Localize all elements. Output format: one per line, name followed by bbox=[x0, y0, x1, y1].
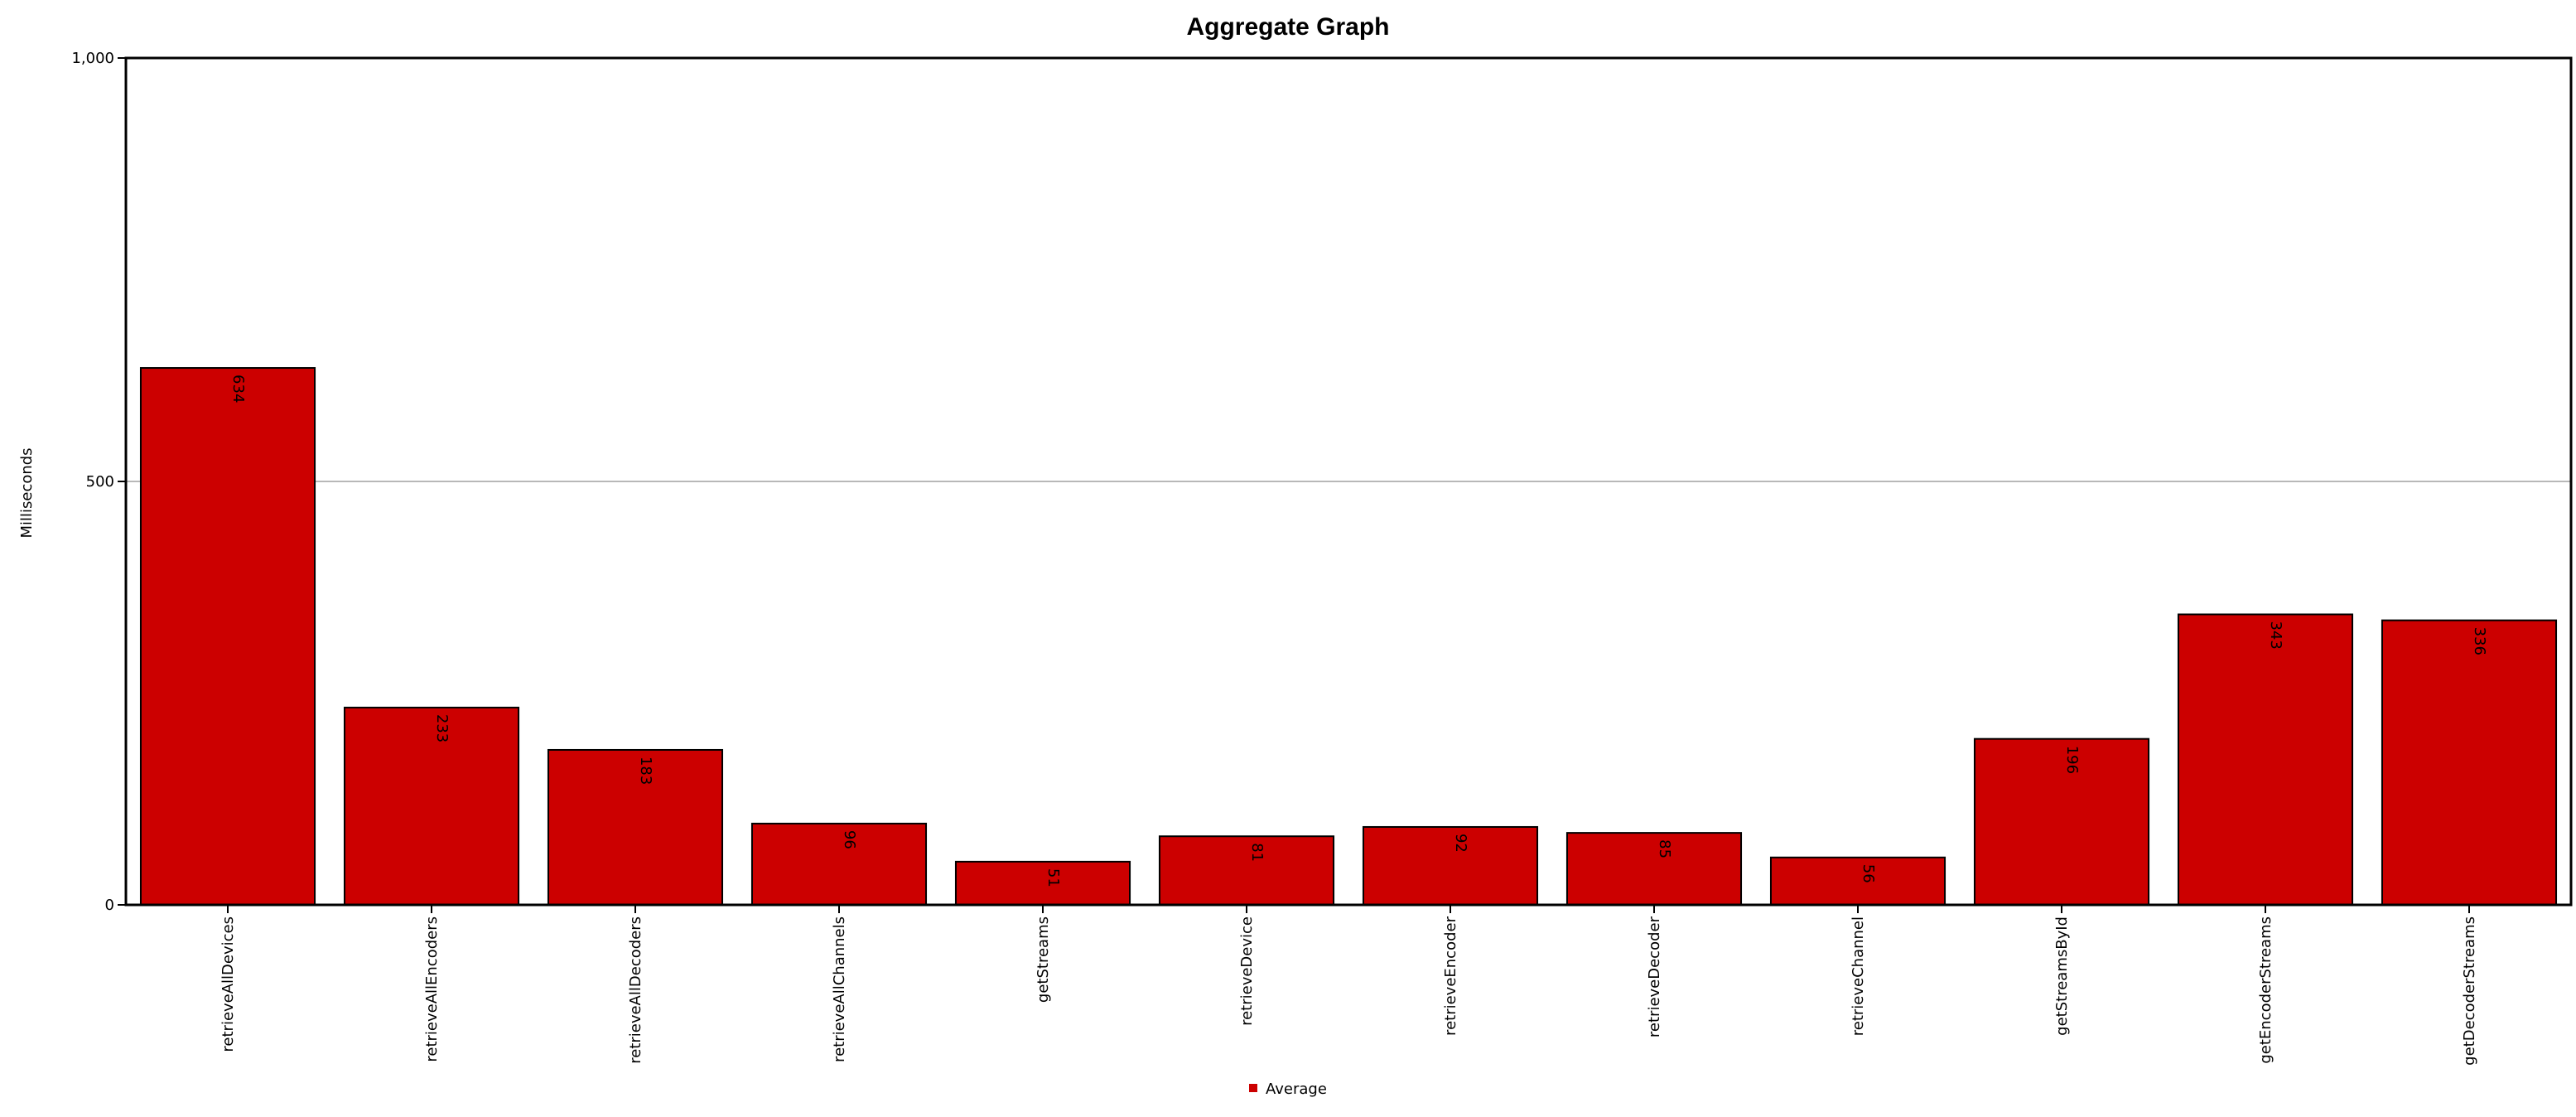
bar-retrieveDecoder bbox=[1565, 832, 1743, 907]
data-label-retrieveDecoder: 85 bbox=[1656, 839, 1673, 858]
category-label-getEncoderStreams: getEncoderStreams bbox=[2257, 916, 2275, 1064]
data-label-retrieveEncoder: 92 bbox=[1452, 834, 1469, 853]
category-label-retrieveDevice: retrieveDevice bbox=[1238, 916, 1256, 1026]
category-label-getStreams: getStreams bbox=[1035, 916, 1052, 1003]
bar-data-labels: 634 233 183 96 51 81 92 85 56 196 343 336 bbox=[229, 375, 2488, 887]
y-tick-label-1000: 1,000 bbox=[71, 50, 114, 67]
category-label-retrieveAllEncoders: retrieveAllEncoders bbox=[423, 916, 441, 1062]
bars bbox=[139, 367, 2558, 907]
bar-getStreams bbox=[954, 860, 1131, 907]
bar-retrieveAllChannels bbox=[750, 822, 928, 906]
x-axis-category-labels: retrieveAllDevices retrieveAllEncoders ret… bbox=[219, 905, 2478, 1066]
bar-retrieveEncoder bbox=[1362, 825, 1539, 907]
bar-retrieveAllEncoders bbox=[343, 706, 520, 907]
category-label-retrieveDecoder: retrieveDecoder bbox=[1646, 916, 1663, 1037]
category-label-retrieveEncoder: retrieveEncoder bbox=[1442, 916, 1459, 1036]
bar-getDecoderStreams bbox=[2381, 619, 2558, 906]
data-label-retrieveDevice: 81 bbox=[1248, 843, 1266, 862]
category-label-getStreamsById: getStreamsById bbox=[2053, 916, 2071, 1036]
bar-getStreamsById bbox=[1973, 737, 2150, 906]
bar-retrieveAllDevices bbox=[139, 367, 316, 906]
y-tick-label-0: 0 bbox=[105, 897, 114, 914]
category-label-retrieveAllDevices: retrieveAllDevices bbox=[219, 916, 237, 1052]
legend: Average bbox=[1249, 1081, 1327, 1098]
bar-retrieveChannel bbox=[1769, 856, 1946, 906]
y-axis-ticks: 0 500 1,000 bbox=[71, 50, 126, 914]
chart-title: Aggregate Graph bbox=[1186, 13, 1389, 41]
category-label-getDecoderStreams: getDecoderStreams bbox=[2461, 916, 2478, 1066]
bar-retrieveAllDecoders bbox=[547, 748, 724, 906]
data-label-retrieveAllDecoders: 183 bbox=[637, 757, 654, 785]
data-label-retrieveAllEncoders: 233 bbox=[433, 714, 451, 742]
data-label-getStreams: 51 bbox=[1044, 868, 1062, 887]
legend-swatch-average bbox=[1249, 1084, 1257, 1092]
y-tick-label-500: 500 bbox=[86, 473, 114, 491]
y-axis-label: Milliseconds bbox=[18, 447, 36, 538]
bar-retrieveDevice bbox=[1158, 835, 1335, 907]
bar-getEncoderStreams bbox=[2177, 613, 2354, 906]
legend-label-average: Average bbox=[1266, 1081, 1327, 1098]
data-label-retrieveChannel: 56 bbox=[1860, 864, 1877, 883]
data-label-getEncoderStreams: 343 bbox=[2267, 621, 2284, 649]
data-label-getStreamsById: 196 bbox=[2063, 746, 2081, 774]
category-label-retrieveChannel: retrieveChannel bbox=[1850, 916, 1867, 1036]
category-label-retrieveAllChannels: retrieveAllChannels bbox=[831, 916, 848, 1062]
category-label-retrieveAllDecoders: retrieveAllDecoders bbox=[627, 916, 644, 1064]
data-label-retrieveAllChannels: 96 bbox=[841, 830, 858, 849]
data-label-retrieveAllDevices: 634 bbox=[229, 375, 247, 403]
data-label-getDecoderStreams: 336 bbox=[2471, 627, 2488, 655]
